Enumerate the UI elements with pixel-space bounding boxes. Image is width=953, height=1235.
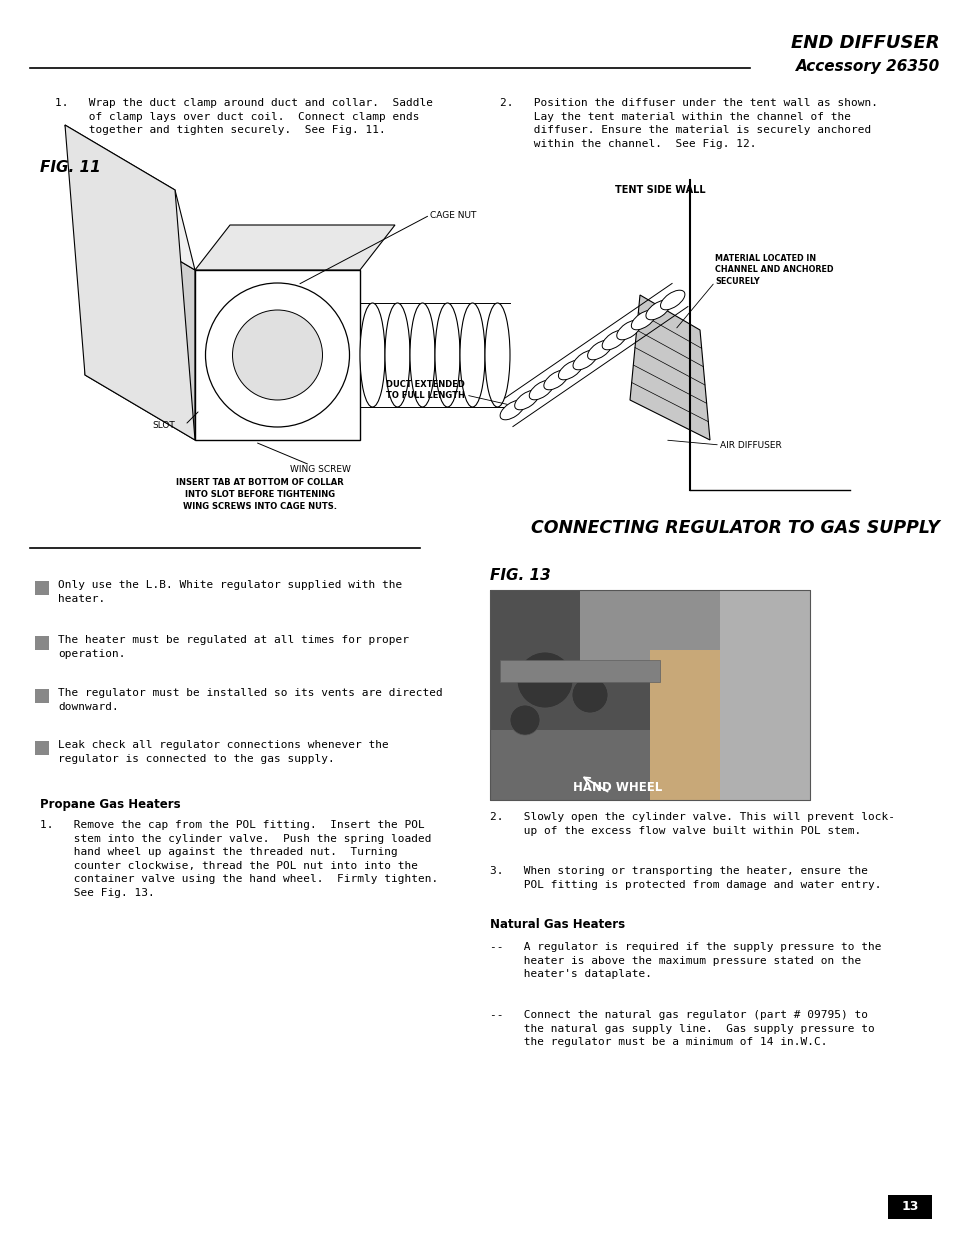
Text: INSERT TAB AT BOTTOM OF COLLAR
INTO SLOT BEFORE TIGHTENING
WING SCREWS INTO CAGE: INSERT TAB AT BOTTOM OF COLLAR INTO SLOT… <box>176 478 343 510</box>
Ellipse shape <box>659 290 684 310</box>
Text: DUCT EXTENDED
TO FULL LENGTH: DUCT EXTENDED TO FULL LENGTH <box>386 380 464 400</box>
Ellipse shape <box>359 303 385 408</box>
Text: Natural Gas Heaters: Natural Gas Heaters <box>490 918 624 931</box>
Text: FIG. 13: FIG. 13 <box>490 568 550 583</box>
Bar <box>720 590 809 800</box>
Circle shape <box>517 652 573 708</box>
Ellipse shape <box>573 351 597 369</box>
Ellipse shape <box>645 300 670 320</box>
Text: CAGE NUT: CAGE NUT <box>430 210 476 220</box>
Text: 2.   Position the diffuser under the tent wall as shown.
     Lay the tent mater: 2. Position the diffuser under the tent … <box>499 98 877 148</box>
Text: The regulator must be installed so its vents are directed
downward.: The regulator must be installed so its v… <box>58 688 442 711</box>
Ellipse shape <box>410 303 435 408</box>
Text: Propane Gas Heaters: Propane Gas Heaters <box>40 798 180 811</box>
Ellipse shape <box>616 320 640 340</box>
Ellipse shape <box>435 303 459 408</box>
Bar <box>490 590 809 800</box>
Text: 13: 13 <box>901 1200 918 1214</box>
Text: Leak check all regulator connections whenever the
regulator is connected to the : Leak check all regulator connections whe… <box>58 740 388 763</box>
Bar <box>490 590 809 800</box>
Text: SLOT: SLOT <box>152 420 174 430</box>
Ellipse shape <box>601 330 626 350</box>
Text: FIG. 11: FIG. 11 <box>40 161 101 175</box>
Ellipse shape <box>631 310 655 330</box>
Text: END DIFFUSER: END DIFFUSER <box>791 35 939 52</box>
Text: CONNECTING REGULATOR TO GAS SUPPLY: CONNECTING REGULATOR TO GAS SUPPLY <box>531 519 939 537</box>
Circle shape <box>572 677 607 713</box>
Circle shape <box>510 705 539 735</box>
Bar <box>194 270 359 440</box>
Bar <box>35 741 49 755</box>
Bar <box>490 590 689 730</box>
Text: AIR DIFFUSER: AIR DIFFUSER <box>720 441 781 450</box>
Text: 3.   When storing or transporting the heater, ensure the
     POL fitting is pro: 3. When storing or transporting the heat… <box>490 866 881 889</box>
Circle shape <box>205 283 349 427</box>
Bar <box>35 689 49 703</box>
Ellipse shape <box>385 303 410 408</box>
Polygon shape <box>194 225 395 270</box>
Ellipse shape <box>529 380 553 400</box>
Text: 2.   Slowly open the cylinder valve. This will prevent lock-
     up of the exce: 2. Slowly open the cylinder valve. This … <box>490 811 894 836</box>
Polygon shape <box>65 125 194 270</box>
Text: --   Connect the natural gas regulator (part # 09795) to
     the natural gas su: -- Connect the natural gas regulator (pa… <box>490 1010 874 1047</box>
Text: 1.   Wrap the duct clamp around duct and collar.  Saddle
     of clamp lays over: 1. Wrap the duct clamp around duct and c… <box>55 98 433 135</box>
Text: Only use the L.B. White regulator supplied with the
heater.: Only use the L.B. White regulator suppli… <box>58 580 402 604</box>
Text: Accessory 26350: Accessory 26350 <box>795 59 939 74</box>
Ellipse shape <box>543 370 568 390</box>
Ellipse shape <box>459 303 484 408</box>
Polygon shape <box>65 125 194 440</box>
Bar <box>579 590 720 671</box>
Ellipse shape <box>558 361 582 380</box>
Text: MATERIAL LOCATED IN
CHANNEL AND ANCHORED
SECURELY: MATERIAL LOCATED IN CHANNEL AND ANCHORED… <box>714 254 833 285</box>
Bar <box>490 590 809 800</box>
Bar <box>35 580 49 595</box>
Ellipse shape <box>484 303 510 408</box>
Text: HAND WHEEL: HAND WHEEL <box>573 781 662 794</box>
Ellipse shape <box>587 340 612 359</box>
Circle shape <box>233 310 322 400</box>
Bar <box>35 636 49 650</box>
Bar <box>499 659 659 682</box>
Bar <box>887 1195 931 1219</box>
Polygon shape <box>85 205 194 440</box>
Ellipse shape <box>514 390 538 410</box>
Text: TENT SIDE WALL: TENT SIDE WALL <box>614 185 704 195</box>
Bar <box>649 650 720 800</box>
Text: WING SCREW: WING SCREW <box>290 466 351 474</box>
Ellipse shape <box>499 400 524 420</box>
Polygon shape <box>629 295 709 440</box>
Text: 1.   Remove the cap from the POL fitting.  Insert the POL
     stem into the cyl: 1. Remove the cap from the POL fitting. … <box>40 820 437 898</box>
Text: --   A regulator is required if the supply pressure to the
     heater is above : -- A regulator is required if the supply… <box>490 942 881 979</box>
Text: The heater must be regulated at all times for proper
operation.: The heater must be regulated at all time… <box>58 635 409 658</box>
